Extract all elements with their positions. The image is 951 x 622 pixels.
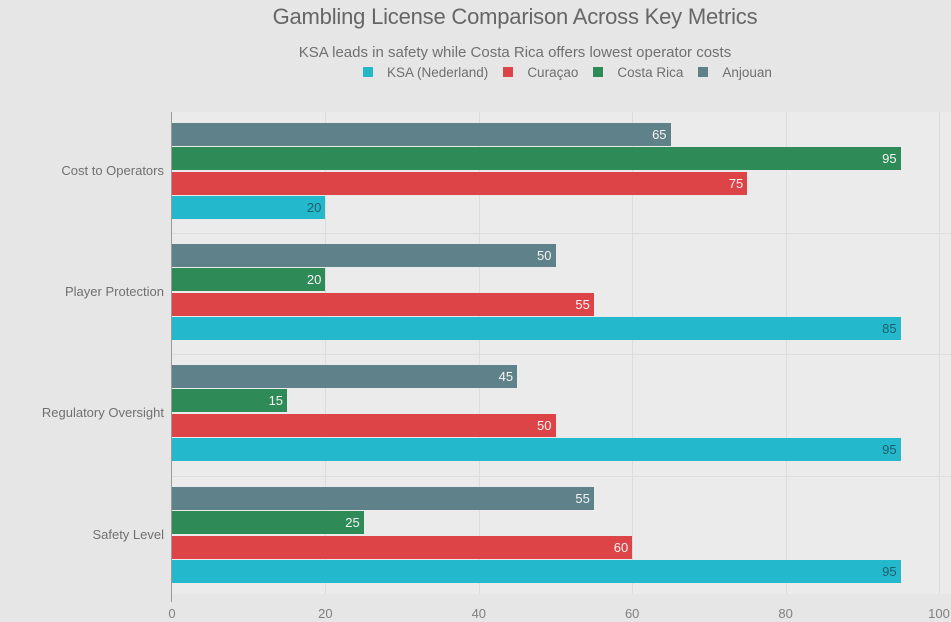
category-gridline <box>172 476 951 477</box>
x-tick-label: 20 <box>318 606 333 621</box>
legend-swatch-icon <box>593 67 604 77</box>
bar-value-label: 45 <box>498 369 514 384</box>
chart-subtitle: KSA leads in safety while Costa Rica off… <box>298 44 732 61</box>
bar-cura-ao-cost-to-operators: 75 <box>172 171 748 195</box>
bar-costa-rica-cost-to-operators: 95 <box>172 147 901 171</box>
bar-value-label: 75 <box>728 175 744 191</box>
legend-swatch-icon <box>698 67 709 77</box>
bar-value-label: 60 <box>613 539 629 555</box>
bar-cura-ao-safety-level: 60 <box>172 535 633 559</box>
bar-value-label: 95 <box>882 151 897 167</box>
bar-value-label: 25 <box>345 515 360 531</box>
bar-value-label: 20 <box>306 272 322 288</box>
bar-cura-ao-player-protection: 55 <box>172 292 594 316</box>
bar-value-label: 55 <box>575 296 590 312</box>
bar-anjouan-safety-level: 55 <box>172 487 594 510</box>
bar-anjouan-regulatory-oversight: 45 <box>172 365 518 388</box>
bar-cura-ao-regulatory-oversight: 50 <box>172 413 556 437</box>
bar-value-label: 50 <box>537 417 552 433</box>
category-gridline <box>172 354 951 355</box>
legend-swatch-icon <box>363 67 373 77</box>
legend-label: Curaçao <box>527 64 579 80</box>
x-tick-label: 80 <box>778 606 793 621</box>
bar-ksa-nederland-safety-level: 95 <box>172 559 901 583</box>
bar-costa-rica-regulatory-oversight: 15 <box>172 389 288 413</box>
legend-swatch-icon <box>503 67 514 77</box>
bar-costa-rica-safety-level: 25 <box>172 511 364 535</box>
gridline <box>478 112 480 594</box>
bar-value-label: 50 <box>537 248 552 263</box>
legend-item-costa-rica: Costa Rica <box>593 65 683 80</box>
y-axis-line <box>171 112 172 602</box>
category-label-safety-level: Safety Level <box>92 527 164 542</box>
x-tick-label: 40 <box>471 606 487 621</box>
legend-label: Anjouan <box>722 64 772 80</box>
bar-value-label: 55 <box>575 491 590 506</box>
bar-ksa-nederland-player-protection: 85 <box>172 316 901 340</box>
category-gridline <box>172 233 951 234</box>
bar-value-label: 15 <box>268 393 284 409</box>
category-label-regulatory-oversight: Regulatory Oversight <box>41 405 164 420</box>
legend-item-cura-ao: Curaçao <box>503 65 578 80</box>
bar-anjouan-player-protection: 50 <box>172 244 556 267</box>
x-tick-label: 60 <box>624 606 640 621</box>
bar-ksa-nederland-cost-to-operators: 20 <box>172 195 326 219</box>
gridline <box>632 112 634 594</box>
category-label-player-protection: Player Protection <box>65 284 164 299</box>
gridline <box>325 112 327 594</box>
bar-anjouan-cost-to-operators: 65 <box>172 123 671 146</box>
bar-value-label: 20 <box>306 199 322 215</box>
legend-label: Costa Rica <box>617 64 684 80</box>
bar-costa-rica-player-protection: 20 <box>172 268 326 292</box>
legend-item-ksa-nederland: KSA (Nederland) <box>363 65 488 80</box>
bar-value-label: 95 <box>882 441 897 457</box>
category-label-cost-to-operators: Cost to Operators <box>61 163 164 178</box>
bar-value-label: 85 <box>882 320 897 336</box>
x-tick-label: 100 <box>928 606 950 621</box>
legend-item-anjouan: Anjouan <box>698 65 772 80</box>
gridline <box>939 112 940 594</box>
gridline <box>785 112 787 594</box>
bar-value-label: 95 <box>882 563 897 579</box>
legend-label: KSA (Nederland) <box>387 64 489 80</box>
bar-ksa-nederland-regulatory-oversight: 95 <box>172 437 901 461</box>
chart-title: Gambling License Comparison Across Key M… <box>272 4 758 29</box>
chart-legend: KSA (Nederland) Curaçao Costa Rica Anjouan <box>363 63 787 81</box>
bar-value-label: 65 <box>652 127 667 142</box>
x-tick-label: 0 <box>168 606 176 621</box>
